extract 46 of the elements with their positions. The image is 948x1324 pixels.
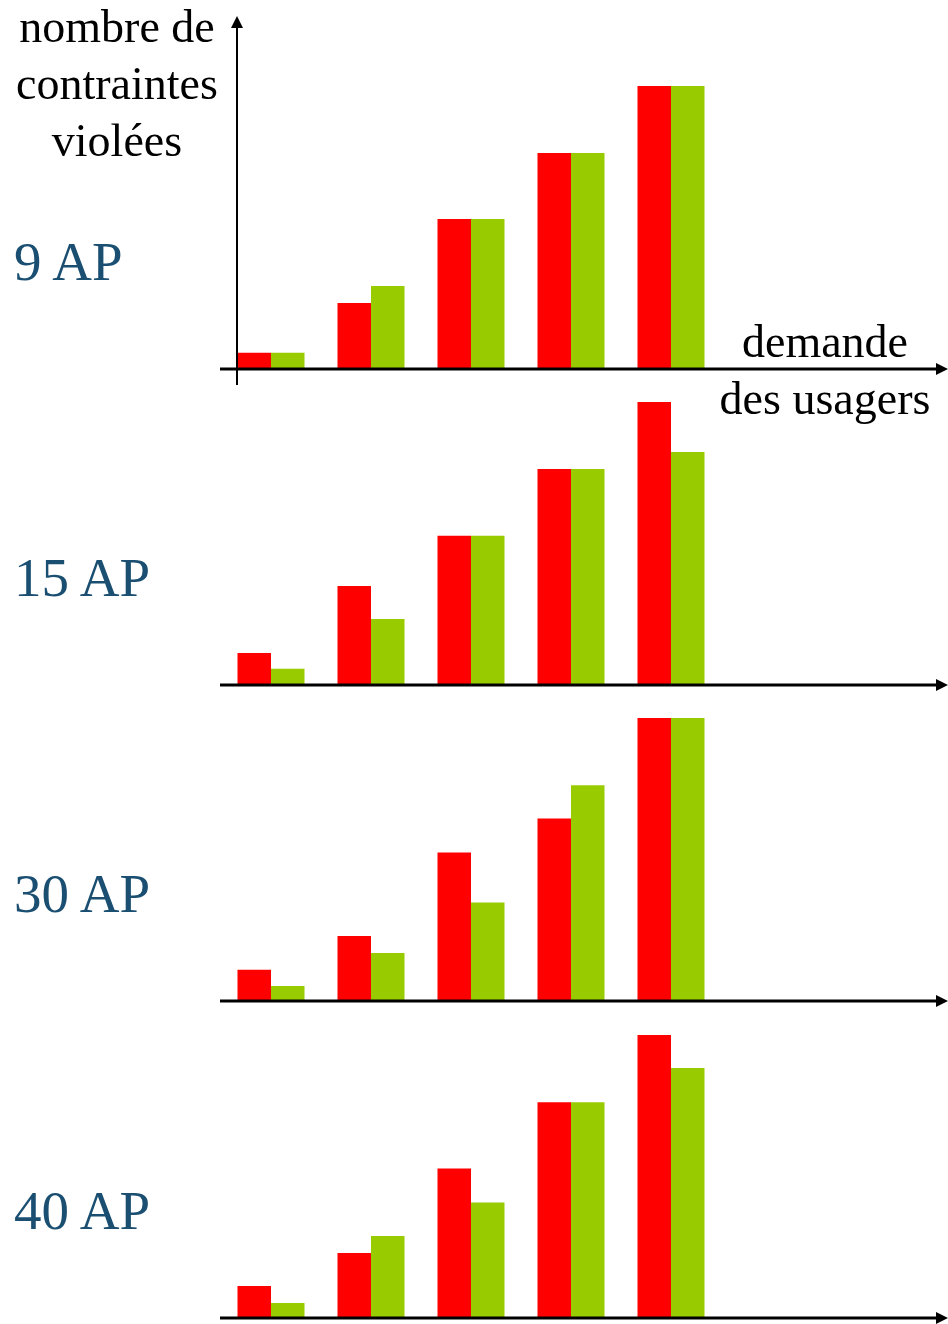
bar <box>671 86 705 369</box>
bar <box>437 1168 471 1318</box>
bar <box>671 1068 705 1318</box>
bar <box>271 352 305 369</box>
bar <box>637 402 671 685</box>
bar <box>337 585 371 685</box>
bar <box>637 1035 671 1318</box>
bar <box>371 619 405 685</box>
text: 40 AP <box>14 1180 152 1241</box>
text: 30 AP <box>14 863 152 924</box>
text: 9 AP <box>14 231 124 292</box>
bar <box>337 1252 371 1318</box>
bar <box>237 352 271 369</box>
bar <box>571 153 605 369</box>
bar <box>671 718 705 1001</box>
bar <box>237 653 271 685</box>
bar <box>537 818 571 1001</box>
bar <box>537 469 571 685</box>
bar <box>571 1102 605 1318</box>
bar <box>237 1286 271 1318</box>
bar <box>571 469 605 685</box>
bar <box>537 1102 571 1318</box>
bar <box>271 1303 305 1318</box>
bar <box>471 219 505 369</box>
bar <box>537 153 571 369</box>
bar <box>437 852 471 1001</box>
bar <box>337 935 371 1001</box>
bar <box>437 219 471 369</box>
y-axis-title: nombre de contraintes violées <box>15 0 219 168</box>
bar <box>371 952 405 1001</box>
bar <box>371 286 405 369</box>
bar <box>471 1202 505 1318</box>
bar <box>437 535 471 685</box>
text: 15 AP <box>14 547 152 608</box>
bar <box>237 969 271 1001</box>
bar <box>571 785 605 1001</box>
x-axis-title: demande des usagers <box>718 315 932 426</box>
bar <box>471 902 505 1001</box>
bar <box>337 303 371 369</box>
bar <box>671 452 705 685</box>
bar <box>371 1235 405 1318</box>
bar <box>271 668 305 685</box>
bar <box>637 86 671 369</box>
bar <box>471 535 505 685</box>
bar <box>271 986 305 1001</box>
bar <box>637 718 671 1001</box>
